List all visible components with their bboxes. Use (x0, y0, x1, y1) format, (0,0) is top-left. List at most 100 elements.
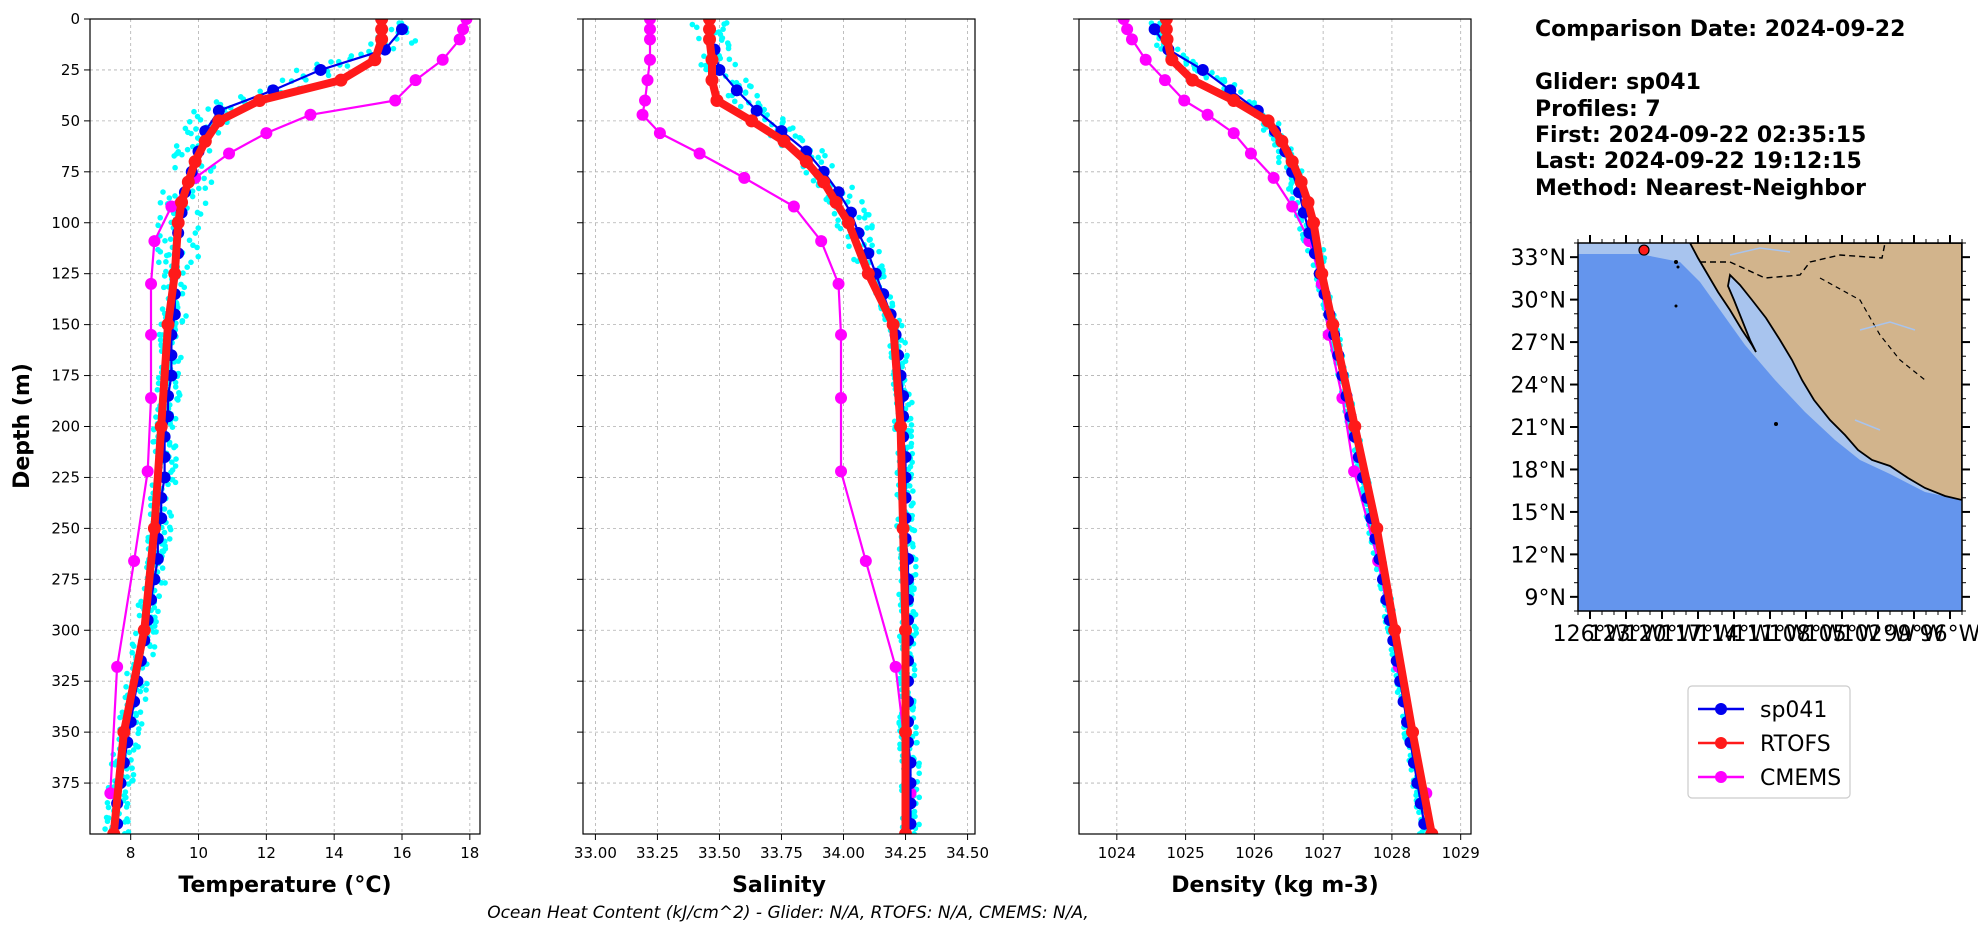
cmems-point (1244, 147, 1257, 160)
glider-raw-point (104, 799, 111, 806)
rtofs-point (154, 420, 168, 433)
glider-raw-point (185, 129, 191, 136)
glider-raw-point (1297, 226, 1303, 232)
glider-raw-point (861, 215, 868, 221)
glider-raw-point (129, 765, 135, 771)
glider-raw-point (915, 763, 922, 769)
map-river (1729, 247, 1916, 431)
y-tick-label: 175 (51, 367, 80, 385)
glider-raw-point (156, 593, 162, 599)
sp041-point (730, 84, 743, 97)
rtofs-point (188, 155, 202, 169)
glider-raw-point (1289, 179, 1295, 185)
cmems-point (1201, 108, 1214, 121)
rtofs-point (137, 623, 151, 637)
temperature-panel: 8 10 12 14 16 18 0 25 50 75 100 125 150 175 200 225 250… (10, 10, 481, 898)
glider-raw-point (1174, 46, 1181, 53)
glider-raw-point (156, 259, 162, 266)
glider-raw-point (907, 415, 914, 422)
glider-raw-point (1209, 69, 1215, 76)
rtofs-point (899, 725, 913, 739)
sp041-point (314, 63, 327, 76)
glider-raw-point (1373, 566, 1380, 573)
glider-raw-point (368, 41, 374, 47)
glider-raw-point (147, 495, 154, 502)
cmems-point (145, 277, 158, 290)
x-tick-label: 33.50 (698, 844, 741, 862)
x-tick-label: 34.50 (946, 844, 989, 862)
cmems-point (643, 19, 656, 25)
glider-raw-point (201, 175, 207, 182)
glider-raw-point (169, 459, 175, 465)
glider-raw-point (172, 164, 178, 171)
cmems-point (693, 147, 706, 160)
glider-raw-point (1192, 66, 1198, 72)
glider-raw-point (167, 236, 174, 242)
cmems-point (148, 235, 161, 248)
glider-name: Glider: sp041 (1535, 70, 1701, 95)
salinity-glider-raw-points (689, 20, 923, 834)
glider-raw-point (157, 337, 164, 343)
x-tick-label: 1024 (1098, 844, 1136, 862)
rtofs-point (899, 827, 913, 834)
glider-raw-point (207, 168, 214, 174)
glider-raw-point (1416, 831, 1423, 834)
lat-label: 30°N (1511, 289, 1566, 314)
legend-entry-cmems: CMEMS (1698, 766, 1841, 791)
glider-raw-point (133, 712, 139, 719)
sp041-point (212, 104, 225, 117)
cmems-point (111, 660, 124, 673)
rtofs-point (1159, 22, 1173, 36)
x-tick-label: 1026 (1235, 844, 1273, 862)
x-tick-label: 33.25 (636, 844, 679, 862)
y-tick-label: 250 (51, 519, 80, 537)
glider-raw-point (912, 563, 919, 570)
depth-y-axis-label: Depth (m) (10, 363, 35, 489)
glider-raw-point (1287, 184, 1294, 191)
rtofs-point (1165, 53, 1179, 67)
glider-raw-point (1413, 792, 1419, 799)
glider-raw-point (171, 153, 177, 159)
density-series (1117, 19, 1439, 834)
glider-raw-point (819, 148, 825, 154)
glider-raw-point (166, 536, 173, 542)
rtofs-point (334, 73, 348, 87)
rtofs-point (147, 521, 161, 535)
glider-raw-point (172, 384, 179, 390)
ocean-heat-content-note: Ocean Heat Content (kJ/cm^2) - Glider: N… (487, 903, 1089, 923)
glider-raw-point (904, 352, 910, 359)
glider-raw-point (181, 284, 188, 291)
rtofs-point (1326, 318, 1340, 332)
glider-raw-point (197, 211, 204, 217)
rtofs-point (829, 195, 843, 209)
lon-label: 123°W (1589, 622, 1664, 647)
cmems-point (145, 328, 158, 341)
glider-raw-point (257, 88, 263, 95)
glider-raw-point (167, 526, 174, 533)
glider-raw-point (190, 242, 196, 249)
glider-raw-point (1260, 127, 1267, 133)
lon-label: 126°W (1553, 622, 1628, 647)
glider-raw-point (1238, 89, 1244, 95)
glider-raw-point (864, 225, 870, 231)
cmems-point (889, 660, 902, 673)
glider-raw-point (908, 422, 915, 428)
rtofs-point (168, 267, 182, 281)
x-tick-label: 33.75 (760, 844, 803, 862)
rtofs-point (375, 32, 389, 46)
glider-raw-point (910, 543, 916, 550)
glider-raw-point (150, 651, 156, 658)
glider-raw-point (698, 62, 705, 68)
lat-label: 15°N (1511, 501, 1566, 526)
glider-raw-point (869, 224, 875, 231)
glider-raw-point (279, 77, 286, 84)
lon-label: 120°W (1625, 622, 1700, 647)
cmems-point (128, 554, 141, 567)
rtofs-point (817, 175, 831, 189)
glider-raw-point (911, 666, 918, 673)
glider-raw-point (896, 591, 902, 598)
legend-marker (1715, 737, 1727, 749)
glider-raw-point (161, 506, 168, 512)
glider-raw-point (911, 585, 917, 592)
glider-raw-point (173, 456, 179, 462)
